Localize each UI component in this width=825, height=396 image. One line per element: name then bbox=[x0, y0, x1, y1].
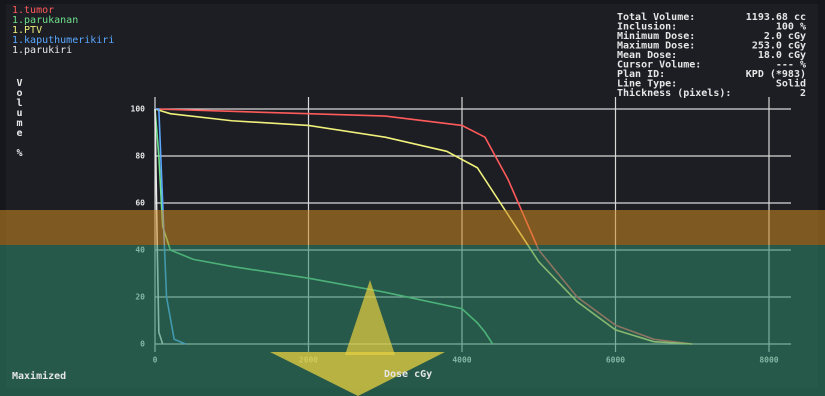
overlay-band bbox=[0, 210, 825, 245]
info-label: Cursor Volume: bbox=[617, 60, 701, 71]
y-tick-label: 60 bbox=[135, 199, 145, 208]
info-label: Plan ID: bbox=[617, 69, 665, 80]
legend-entry: 1.parukiri bbox=[12, 45, 72, 56]
info-label: Maximum Dose: bbox=[617, 40, 695, 52]
overlay-arrow bbox=[345, 280, 395, 355]
y-tick-label: 100 bbox=[131, 105, 146, 114]
info-value: KPD (*983) bbox=[746, 69, 806, 80]
info-label: Line Type: bbox=[617, 78, 677, 90]
info-label: Mean Dose: bbox=[617, 50, 677, 61]
info-value: 253.0 cGy bbox=[752, 41, 806, 52]
info-value: 18.0 cGy bbox=[758, 50, 806, 61]
legend-entry: 1.kaputhumerikiri bbox=[12, 35, 114, 46]
info-value: 100 % bbox=[776, 22, 806, 33]
legend-entry: 1.PTV bbox=[12, 25, 42, 36]
x-axis-label: Dose cGy bbox=[384, 369, 432, 380]
info-value: 2.0 cGy bbox=[764, 31, 806, 42]
legend-entry: 1.parukanan bbox=[12, 15, 78, 26]
overlay-band bbox=[0, 245, 825, 396]
y-axis-label: Volume % bbox=[14, 78, 25, 158]
info-label: Thickness (pixels): bbox=[617, 87, 731, 99]
info-label: Minimum Dose: bbox=[617, 30, 695, 42]
overlay-arrow bbox=[270, 352, 445, 396]
legend-entry: 1.tumor bbox=[12, 5, 54, 16]
info-value: Solid bbox=[776, 78, 806, 90]
info-value: --- % bbox=[776, 60, 806, 71]
info-label: Inclusion: bbox=[617, 21, 677, 33]
info-label: Total Volume: bbox=[617, 12, 695, 23]
status-label: Maximized bbox=[12, 370, 66, 382]
info-value: 1193.68 cc bbox=[746, 12, 806, 23]
y-tick-label: 80 bbox=[135, 152, 145, 161]
info-value: 2 bbox=[800, 88, 806, 99]
